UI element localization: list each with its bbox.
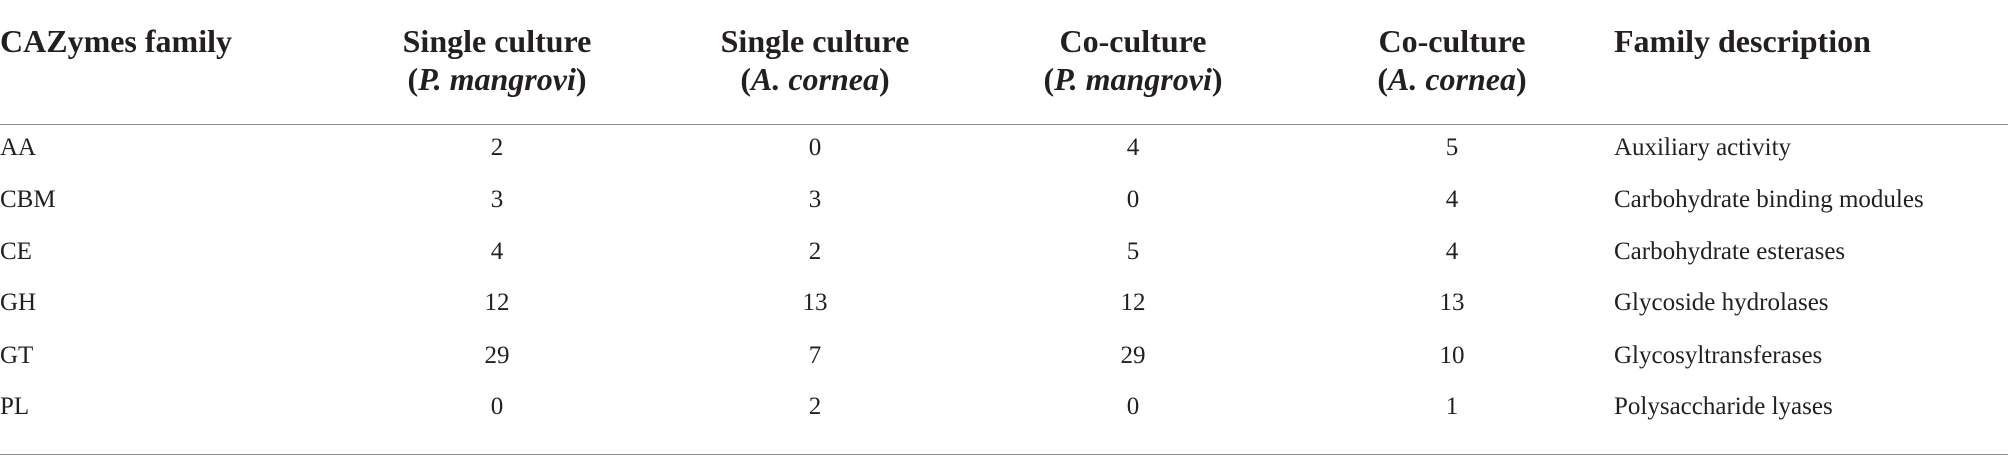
- count-cell: 29: [1120, 342, 1146, 369]
- count-cell: 3: [808, 186, 822, 213]
- header-title: Single culture: [402, 23, 592, 59]
- parenthesis: ): [1211, 61, 1223, 97]
- parenthesis: ): [879, 61, 890, 97]
- count-cell: 12: [484, 289, 510, 316]
- header-title: Co-culture: [1059, 23, 1207, 59]
- bottom-rule: [0, 454, 2008, 455]
- count-cell: 5: [1126, 238, 1140, 265]
- column-header: Single culture (P. mangrovi): [403, 22, 592, 98]
- description-cell: Glycosyltransferases: [1614, 342, 1823, 369]
- count-cell: 0: [490, 393, 504, 420]
- column-header: Family description: [1614, 22, 1871, 60]
- count-cell: 13: [802, 289, 828, 316]
- count-cell: 0: [808, 134, 822, 161]
- count-cell: 3: [490, 186, 504, 213]
- column-header: CAZymes family: [0, 22, 232, 60]
- family-cell: AA: [0, 134, 37, 161]
- header-rule: [0, 124, 2008, 125]
- count-cell: 4: [1445, 186, 1459, 213]
- count-cell: 12: [1120, 289, 1146, 316]
- header-subtitle: (A. cornea): [721, 60, 910, 98]
- count-cell: 1: [1445, 393, 1459, 420]
- column-header: Co-culture (P. mangrovi): [1044, 22, 1223, 98]
- count-cell: 0: [1126, 393, 1140, 420]
- header-title: Co-culture: [1378, 23, 1526, 59]
- species-name: P. mangrovi: [418, 61, 576, 97]
- parenthesis: (: [1377, 61, 1388, 97]
- count-cell: 4: [1126, 134, 1140, 161]
- header-title: Single culture: [720, 23, 910, 59]
- count-cell: 13: [1439, 289, 1465, 316]
- count-cell: 2: [808, 393, 822, 420]
- count-cell: 4: [1445, 238, 1459, 265]
- species-name: A. cornea: [1388, 61, 1516, 97]
- count-cell: 29: [484, 342, 510, 369]
- count-cell: 0: [1126, 186, 1140, 213]
- count-cell: 7: [808, 342, 822, 369]
- header-subtitle: (A. cornea): [1377, 60, 1526, 98]
- species-name: P. mangrovi: [1054, 61, 1212, 97]
- family-cell: CBM: [0, 186, 56, 213]
- count-cell: 10: [1439, 342, 1465, 369]
- family-cell: CE: [0, 238, 32, 265]
- description-cell: Glycoside hydrolases: [1614, 289, 1829, 316]
- header-subtitle: (P. mangrovi): [1044, 60, 1223, 98]
- parenthesis: (: [1043, 61, 1055, 97]
- column-header: Single culture (A. cornea): [721, 22, 910, 98]
- family-cell: GH: [0, 289, 37, 316]
- header-title: CAZymes family: [0, 23, 232, 59]
- count-cell: 4: [490, 238, 504, 265]
- count-cell: 2: [490, 134, 504, 161]
- count-cell: 2: [808, 238, 822, 265]
- family-cell: GT: [0, 342, 34, 369]
- column-header: Co-culture (A. cornea): [1377, 22, 1526, 98]
- parenthesis: (: [407, 61, 419, 97]
- description-cell: Carbohydrate esterases: [1614, 238, 1846, 265]
- header-subtitle: (P. mangrovi): [403, 60, 592, 98]
- description-cell: Polysaccharide lyases: [1614, 393, 1833, 420]
- count-cell: 5: [1445, 134, 1459, 161]
- family-cell: PL: [0, 393, 30, 420]
- species-name: A. cornea: [751, 61, 879, 97]
- parenthesis: ): [1516, 61, 1527, 97]
- description-cell: Auxiliary activity: [1614, 134, 1792, 161]
- header-title: Family description: [1614, 23, 1871, 59]
- parenthesis: ): [575, 61, 587, 97]
- parenthesis: (: [740, 61, 751, 97]
- description-cell: Carbohydrate binding modules: [1614, 186, 1924, 213]
